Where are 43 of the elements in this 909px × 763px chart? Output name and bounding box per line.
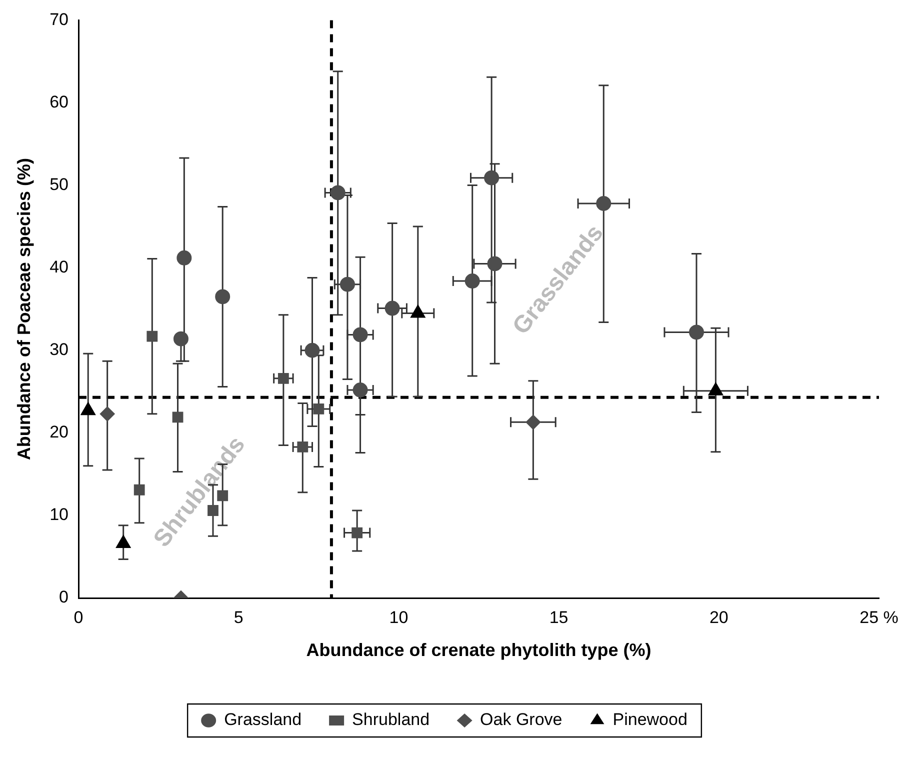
y-axis-title: Abundance of Poaceae species (%) <box>14 158 34 460</box>
point <box>352 527 363 538</box>
x-tick-label: 25 % <box>860 608 898 627</box>
point <box>688 324 704 340</box>
y-tick-label: 40 <box>50 258 69 277</box>
point <box>330 185 346 200</box>
y-tick-label: 20 <box>50 422 69 442</box>
point <box>340 276 355 292</box>
y-tick-label: 30 <box>50 340 69 360</box>
point <box>384 300 400 316</box>
x-tick-label: 20 <box>709 608 728 627</box>
point <box>313 404 324 414</box>
point <box>146 330 158 342</box>
point <box>304 342 320 358</box>
legend-label: Pinewood <box>612 710 688 730</box>
point <box>484 170 500 186</box>
point <box>173 331 188 346</box>
y-tick-label: 60 <box>50 92 69 112</box>
y-tick-label: 10 <box>50 505 69 524</box>
point <box>176 250 192 266</box>
legend-label: Grassland <box>224 710 302 730</box>
legend-label: Shrubland <box>352 710 430 730</box>
point <box>352 382 368 398</box>
point <box>596 196 612 211</box>
y-tick-label: 70 <box>50 10 69 29</box>
point <box>464 274 480 289</box>
point <box>352 327 368 342</box>
point <box>297 441 308 452</box>
x-tick-label: 15 <box>549 608 568 627</box>
y-tick-label: 0 <box>59 588 69 607</box>
point <box>100 406 115 422</box>
point <box>215 289 230 304</box>
point <box>134 484 145 496</box>
y-tick-label: 50 <box>50 174 69 194</box>
legend-label: Oak Grove <box>480 710 562 730</box>
point <box>487 256 502 272</box>
point <box>278 372 289 384</box>
point <box>526 414 541 430</box>
x-tick-label: 0 <box>74 608 84 627</box>
point <box>172 412 184 423</box>
x-tick-label: 10 <box>389 608 408 627</box>
x-axis-title: Abundance of crenate phytolith type (%) <box>306 640 652 660</box>
x-tick-label: 5 <box>234 608 244 627</box>
